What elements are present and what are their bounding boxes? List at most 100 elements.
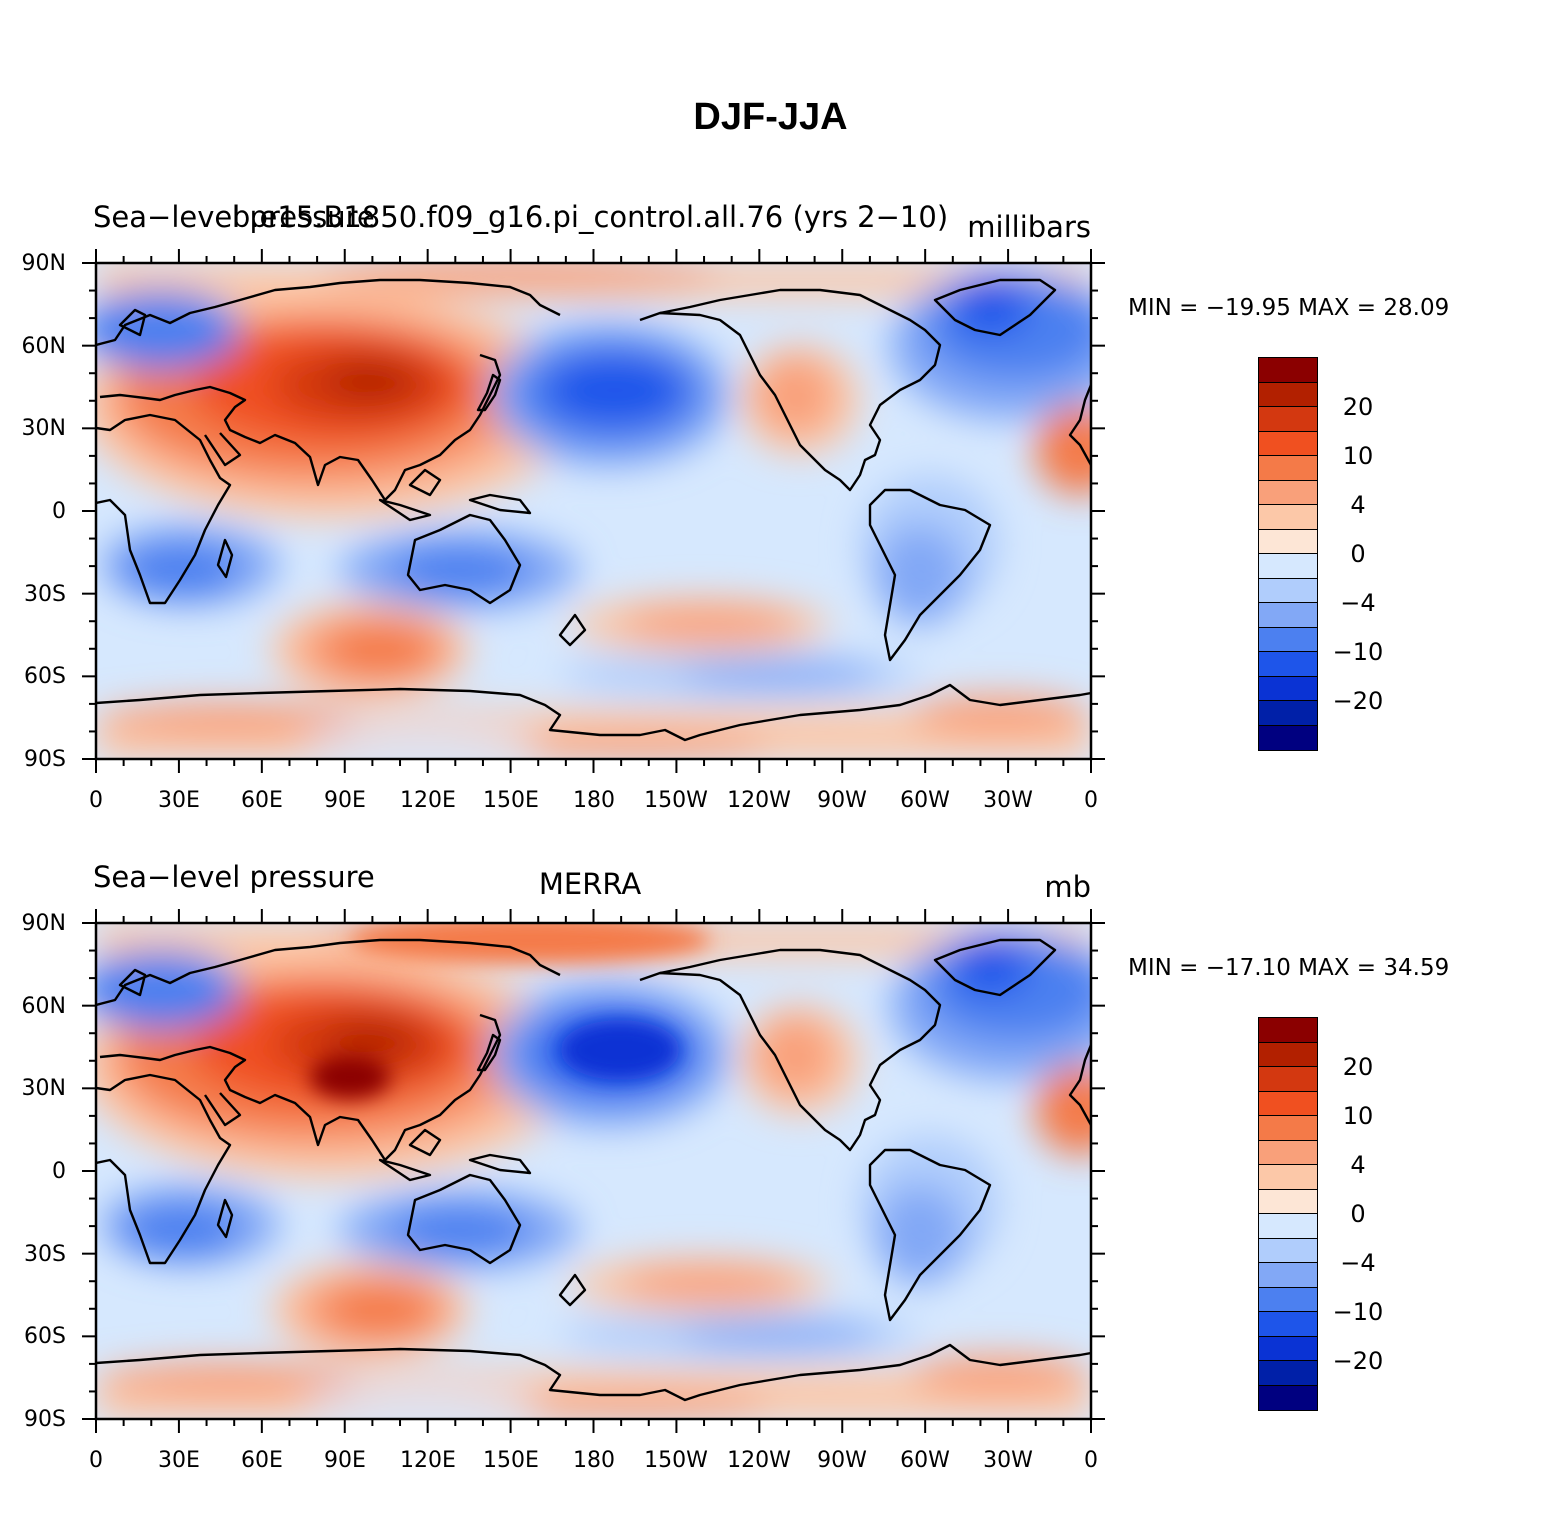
colorbar-label: −10 xyxy=(1332,638,1384,666)
axis-ticks xyxy=(82,249,1105,773)
figure-title: DJF-JJA xyxy=(693,96,848,138)
colorbar-box xyxy=(1259,1287,1317,1312)
x-tick-label: 90W xyxy=(817,1448,867,1473)
sea-level-pressure-map xyxy=(82,249,1105,773)
panel-center-label: MERRA xyxy=(538,867,642,901)
x-tick-label: 150W xyxy=(644,1448,708,1473)
y-tick-label: 0 xyxy=(52,499,66,524)
panel-units-label: millibars xyxy=(967,210,1091,244)
top-panel: Sea−level pressure b.e15.B1850.f09_g16.p… xyxy=(0,195,1541,835)
colorbar-box xyxy=(1259,701,1317,726)
x-tick-label: 60E xyxy=(241,788,283,813)
colorbar-box xyxy=(1259,554,1317,579)
y-tick-label: 30N xyxy=(21,416,66,441)
colorbar-label: 10 xyxy=(1342,1102,1374,1130)
colorbar-label: 20 xyxy=(1342,1053,1374,1081)
colorbar-box xyxy=(1259,1067,1317,1092)
x-tick-label: 0 xyxy=(1084,1448,1098,1473)
x-tick-label: 180 xyxy=(573,788,615,813)
colorbar-box xyxy=(1259,1140,1317,1165)
colorbar-box xyxy=(1259,1189,1317,1214)
x-tick-label: 30W xyxy=(983,788,1033,813)
x-tick-label: 0 xyxy=(1084,788,1098,813)
colorbar-box xyxy=(1259,1385,1317,1410)
colorbar-box xyxy=(1259,652,1317,677)
x-tick-label: 150E xyxy=(483,1448,539,1473)
colorbar-label: 4 xyxy=(1350,1151,1366,1179)
bottom-panel: Sea−level pressure MERRA mb MIN = −17.10… xyxy=(0,855,1541,1495)
colorbar-label: 0 xyxy=(1350,540,1366,568)
y-tick-label: 90S xyxy=(24,1407,66,1432)
colorbar-label: 10 xyxy=(1342,442,1374,470)
colorbar-box xyxy=(1259,382,1317,407)
y-tick-label: 90S xyxy=(24,747,66,772)
panel-center-label: b.e15.B1850.f09_g16.pi_control.all.76 (y… xyxy=(231,200,949,234)
colorbar-box xyxy=(1259,578,1317,603)
colorbar-label: −20 xyxy=(1332,687,1384,715)
colorbar-label: 0 xyxy=(1350,1200,1366,1228)
colorbar-box xyxy=(1259,1312,1317,1337)
colorbar-box xyxy=(1259,431,1317,456)
x-tick-label: 0 xyxy=(89,1448,103,1473)
x-tick-label: 60E xyxy=(241,1448,283,1473)
colorbar-label: −20 xyxy=(1332,1347,1384,1375)
x-tick-label: 120E xyxy=(400,788,456,813)
x-tick-label: 120W xyxy=(727,1448,791,1473)
x-tick-label: 150W xyxy=(644,788,708,813)
panel-units-label: mb xyxy=(1044,870,1091,904)
colorbar-box xyxy=(1259,1214,1317,1239)
x-tick-label: 0 xyxy=(89,788,103,813)
x-tick-label: 60W xyxy=(900,788,950,813)
colorbar xyxy=(1258,1017,1318,1411)
x-tick-label: 180 xyxy=(573,1448,615,1473)
x-tick-label: 90E xyxy=(324,1448,366,1473)
x-tick-label: 30W xyxy=(983,1448,1033,1473)
colorbar-box xyxy=(1259,358,1317,383)
x-tick-label: 150E xyxy=(483,788,539,813)
x-tick-label: 60W xyxy=(900,1448,950,1473)
min-max-readout: MIN = −17.10 MAX = 34.59 xyxy=(1128,955,1450,981)
colorbar-label: −10 xyxy=(1332,1298,1384,1326)
colorbar-box xyxy=(1259,1361,1317,1386)
colorbar-box xyxy=(1259,1263,1317,1288)
x-tick-label: 120W xyxy=(727,788,791,813)
colorbar-label: 20 xyxy=(1342,393,1374,421)
colorbar-box xyxy=(1259,1018,1317,1043)
y-tick-label: 30N xyxy=(21,1076,66,1101)
colorbar-label: 4 xyxy=(1350,491,1366,519)
colorbar-box xyxy=(1259,1165,1317,1190)
colorbar-box xyxy=(1259,529,1317,554)
colorbar-box xyxy=(1259,407,1317,432)
panel-left-label: Sea−level pressure xyxy=(93,860,375,894)
colorbar-label: −4 xyxy=(1340,1249,1376,1277)
sea-level-pressure-map xyxy=(82,909,1105,1433)
y-tick-label: 90N xyxy=(21,911,66,936)
x-tick-label: 90W xyxy=(817,788,867,813)
y-tick-label: 30S xyxy=(24,1242,66,1267)
colorbar-box xyxy=(1259,1238,1317,1263)
x-tick-label: 30E xyxy=(158,1448,200,1473)
colorbar-box xyxy=(1259,1336,1317,1361)
y-tick-label: 60N xyxy=(21,334,66,359)
colorbar-box xyxy=(1259,480,1317,505)
y-tick-label: 60S xyxy=(24,1324,66,1349)
y-tick-label: 60S xyxy=(24,664,66,689)
colorbar-label: −4 xyxy=(1340,589,1376,617)
x-tick-label: 30E xyxy=(158,788,200,813)
colorbar-box xyxy=(1259,456,1317,481)
y-tick-label: 30S xyxy=(24,582,66,607)
colorbar-box xyxy=(1259,676,1317,701)
x-tick-label: 120E xyxy=(400,1448,456,1473)
min-max-readout: MIN = −19.95 MAX = 28.09 xyxy=(1128,295,1450,321)
axis-ticks xyxy=(82,909,1105,1433)
colorbar xyxy=(1258,357,1318,751)
panel-left-label: Sea−level pressure xyxy=(93,200,375,234)
colorbar-box xyxy=(1259,1091,1317,1116)
x-tick-label: 90E xyxy=(324,788,366,813)
colorbar-box xyxy=(1259,1116,1317,1141)
colorbar-box xyxy=(1259,627,1317,652)
y-tick-label: 90N xyxy=(21,251,66,276)
y-tick-label: 60N xyxy=(21,994,66,1019)
colorbar-box xyxy=(1259,603,1317,628)
y-tick-label: 0 xyxy=(52,1159,66,1184)
